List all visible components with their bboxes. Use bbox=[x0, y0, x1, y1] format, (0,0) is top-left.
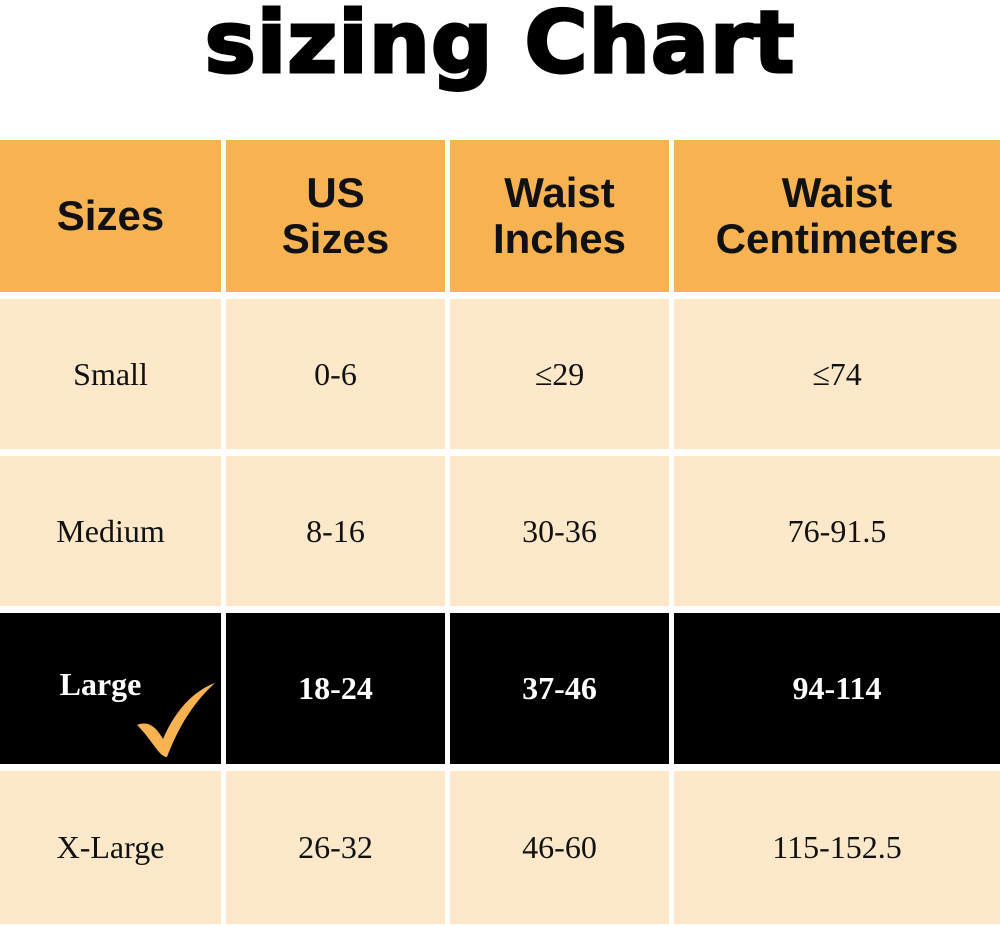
table-cell: 26-32 bbox=[226, 771, 445, 924]
table-cell: X-Large bbox=[0, 771, 221, 924]
table-cell: ≤74 bbox=[674, 299, 1000, 449]
cell-text: 8-16 bbox=[306, 512, 365, 549]
header-text: Sizes bbox=[56, 192, 165, 239]
table-cell: 115-152.5 bbox=[674, 771, 1000, 924]
cell-text: ≤74 bbox=[812, 355, 862, 392]
cell-text: 76-91.5 bbox=[787, 512, 887, 549]
header-text: US Sizes bbox=[281, 169, 390, 262]
table-cell: 0-6 bbox=[226, 299, 445, 449]
table-cell: 76-91.5 bbox=[674, 456, 1000, 606]
cell-text: 26-32 bbox=[298, 829, 373, 865]
header-text: Waist Inches bbox=[492, 169, 627, 262]
table-cell: 37-46 bbox=[450, 613, 669, 764]
cell-text: 46-60 bbox=[522, 829, 597, 865]
cell-text: Small bbox=[73, 355, 148, 392]
header-cell: Waist Centimeters bbox=[674, 140, 1000, 292]
cell-text: ≤29 bbox=[534, 355, 585, 392]
header-cell: Waist Inches bbox=[450, 140, 669, 292]
table-cell: Large bbox=[0, 613, 221, 764]
cell-text: 37-46 bbox=[522, 670, 597, 706]
table-cell: 94-114 bbox=[674, 613, 1000, 764]
cell-text: 30-36 bbox=[522, 512, 597, 549]
cell-text: 94-114 bbox=[792, 670, 882, 706]
table-cell: 18-24 bbox=[226, 613, 445, 764]
table-cell: Medium bbox=[0, 456, 221, 606]
table-cell: 30-36 bbox=[450, 456, 669, 606]
size-table: Sizes US Sizes Waist Inches Waist Centimete… bbox=[0, 140, 1000, 926]
cell-text: 18-24 bbox=[298, 670, 373, 706]
check-icon bbox=[137, 683, 215, 757]
header-cell: Sizes bbox=[0, 140, 221, 292]
title: sizing Chart bbox=[203, 0, 796, 93]
check-shape bbox=[137, 683, 215, 757]
header-cell: US Sizes bbox=[226, 140, 445, 292]
cell-text: 0-6 bbox=[314, 355, 357, 392]
table-cell: Small bbox=[0, 299, 221, 449]
cell-text: 115-152.5 bbox=[772, 829, 902, 865]
table-cell: 46-60 bbox=[450, 771, 669, 924]
cell-text: X-Large bbox=[56, 829, 165, 865]
table-cell: ≤29 bbox=[450, 299, 669, 449]
cell-text: Large bbox=[59, 666, 142, 702]
header-text: Waist Centimeters bbox=[715, 169, 959, 262]
cell-text: Medium bbox=[56, 512, 165, 549]
table-cell: 8-16 bbox=[226, 456, 445, 606]
